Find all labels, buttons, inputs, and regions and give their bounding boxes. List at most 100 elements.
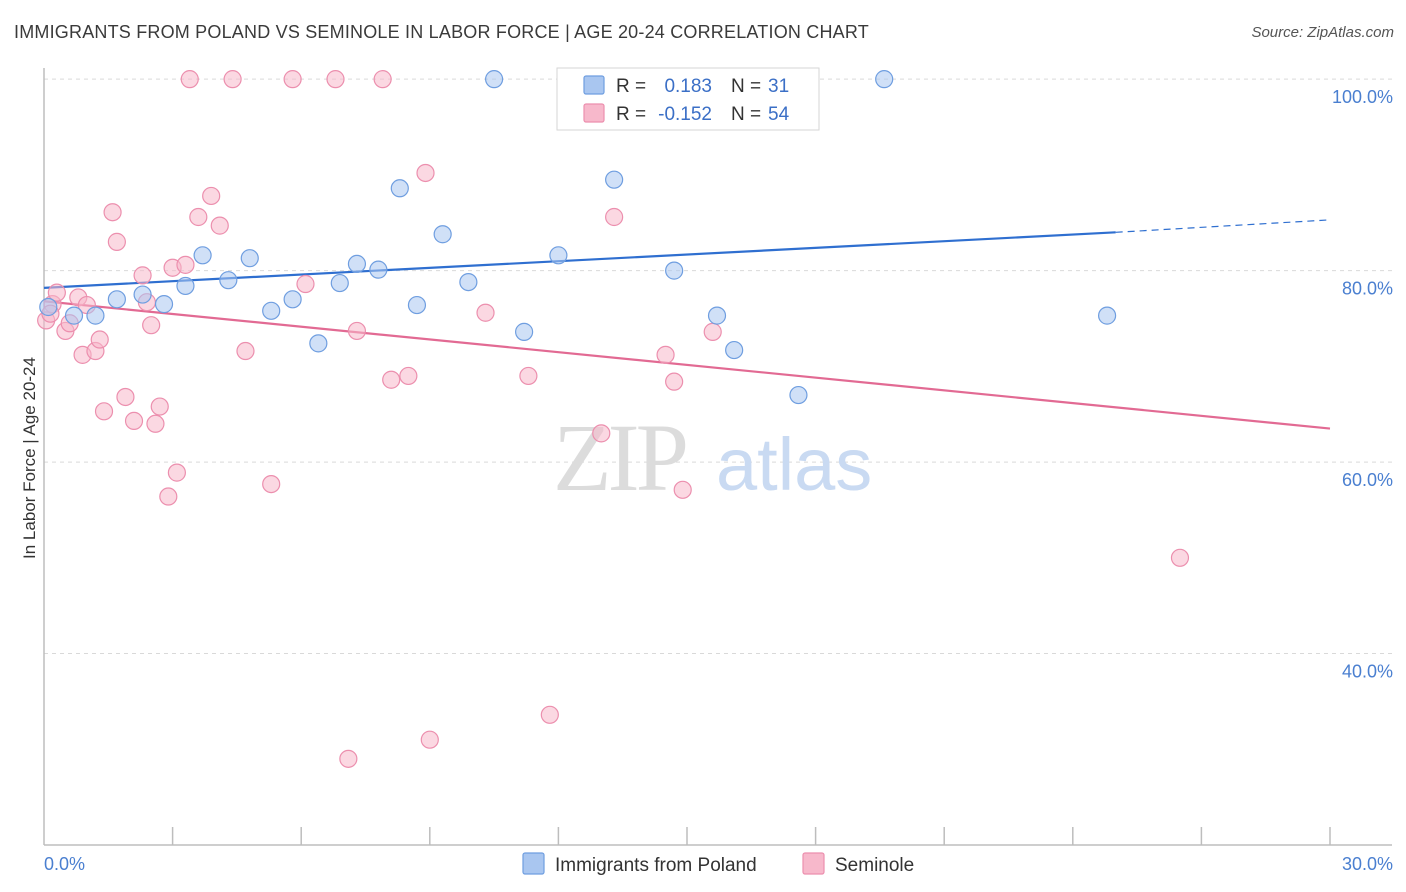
- stats-legend-swatch: [583, 103, 605, 123]
- data-point: [515, 322, 534, 341]
- data-point: [116, 387, 135, 407]
- stats-r-label: R =: [616, 76, 646, 97]
- data-point: [193, 246, 212, 265]
- data-point: [236, 341, 255, 361]
- watermark-atlas: atlas: [716, 423, 872, 506]
- data-point: [47, 283, 66, 302]
- data-point: [373, 70, 392, 89]
- data-point: [146, 414, 165, 433]
- trend-lines: [43, 219, 1331, 430]
- stats-r-label: R =: [616, 104, 646, 125]
- data-point: [382, 370, 401, 389]
- series-legend-label: Seminole: [835, 855, 914, 876]
- data-point: [605, 170, 624, 189]
- data-point: [459, 272, 478, 292]
- grid: [44, 78, 1392, 655]
- series-legend-swatch: [802, 852, 825, 875]
- stats-n-label: N =: [731, 104, 761, 125]
- watermark: ZIP atlas: [553, 404, 872, 511]
- watermark-zip: ZIP: [553, 404, 686, 511]
- data-point: [90, 330, 109, 349]
- data-point: [433, 225, 452, 244]
- data-point: [176, 276, 195, 296]
- data-point: [347, 254, 367, 274]
- x-tick-label: 30.0%: [1342, 854, 1393, 874]
- data-point: [549, 246, 568, 265]
- data-point: [707, 306, 727, 325]
- data-point: [167, 463, 186, 482]
- data-point: [416, 163, 435, 183]
- data-point: [1170, 548, 1190, 567]
- series-legend: Immigrants from Poland Seminole: [522, 852, 914, 876]
- data-point: [369, 260, 388, 279]
- data-point: [665, 372, 684, 391]
- data-point: [326, 70, 345, 89]
- data-point: [875, 70, 894, 89]
- stats-legend-swatch: [583, 75, 605, 95]
- data-point: [347, 321, 367, 341]
- chart-title: IMMIGRANTS FROM POLAND VS SEMINOLE IN LA…: [14, 22, 869, 42]
- data-point: [159, 487, 178, 506]
- data-point: [390, 179, 409, 198]
- data-point: [656, 345, 675, 364]
- data-point: [339, 749, 358, 768]
- data-point: [124, 411, 144, 431]
- data-point: [540, 705, 559, 724]
- data-point: [519, 366, 538, 386]
- y-tick-labels: 100.0% 80.0% 60.0% 40.0%: [1332, 87, 1393, 681]
- y-tick-label: 60.0%: [1342, 470, 1393, 490]
- y-tick-label: 80.0%: [1342, 279, 1393, 299]
- data-point: [150, 397, 169, 416]
- y-axis-label: In Labor Force | Age 20-24: [20, 357, 39, 559]
- data-point: [673, 480, 692, 499]
- data-point: [485, 70, 504, 89]
- data-point: [176, 255, 195, 274]
- data-point: [107, 232, 126, 251]
- data-point: [133, 285, 152, 304]
- data-point: [219, 271, 238, 290]
- data-point: [189, 207, 208, 227]
- data-point: [142, 316, 161, 335]
- source-label: Source: ZipAtlas.com: [1251, 24, 1394, 41]
- series-legend-swatch: [522, 852, 545, 875]
- data-point: [202, 186, 221, 206]
- stats-r-value: 0.183: [664, 76, 712, 97]
- stats-legend: R = 0.183 N = 31 R = -0.152 N = 54: [556, 67, 820, 131]
- trend-line-extension: [1115, 219, 1331, 233]
- series-legend-label: Immigrants from Poland: [555, 855, 757, 876]
- stats-n-label: N =: [731, 76, 761, 97]
- data-point: [420, 730, 439, 749]
- data-point: [789, 385, 808, 405]
- data-point: [703, 322, 722, 341]
- data-point: [592, 424, 611, 443]
- data-point: [1097, 306, 1117, 325]
- x-tick-labels: 0.0% 30.0%: [44, 854, 1393, 874]
- data-point: [94, 402, 114, 421]
- data-point: [103, 203, 122, 222]
- data-point: [330, 273, 349, 293]
- data-point: [180, 70, 199, 89]
- data-point: [665, 261, 684, 280]
- data-point: [283, 290, 302, 309]
- stats-n-value: 31: [768, 76, 789, 97]
- x-tick-label: 0.0%: [44, 854, 85, 874]
- data-point: [262, 301, 281, 320]
- data-point: [240, 249, 259, 268]
- data-point: [107, 290, 126, 309]
- data-point: [283, 70, 302, 89]
- data-point: [133, 266, 152, 285]
- y-tick-label: 100.0%: [1332, 87, 1393, 107]
- data-point: [605, 207, 624, 227]
- data-point: [725, 340, 744, 360]
- data-point: [39, 297, 58, 317]
- y-tick-label: 40.0%: [1342, 662, 1393, 682]
- data-point: [296, 274, 315, 294]
- trend-line: [43, 300, 1331, 430]
- data-point: [399, 366, 418, 386]
- data-point: [262, 474, 281, 494]
- data-point: [64, 306, 84, 325]
- stats-n-value: 54: [768, 104, 790, 125]
- data-point: [476, 303, 495, 322]
- data-point: [86, 306, 105, 325]
